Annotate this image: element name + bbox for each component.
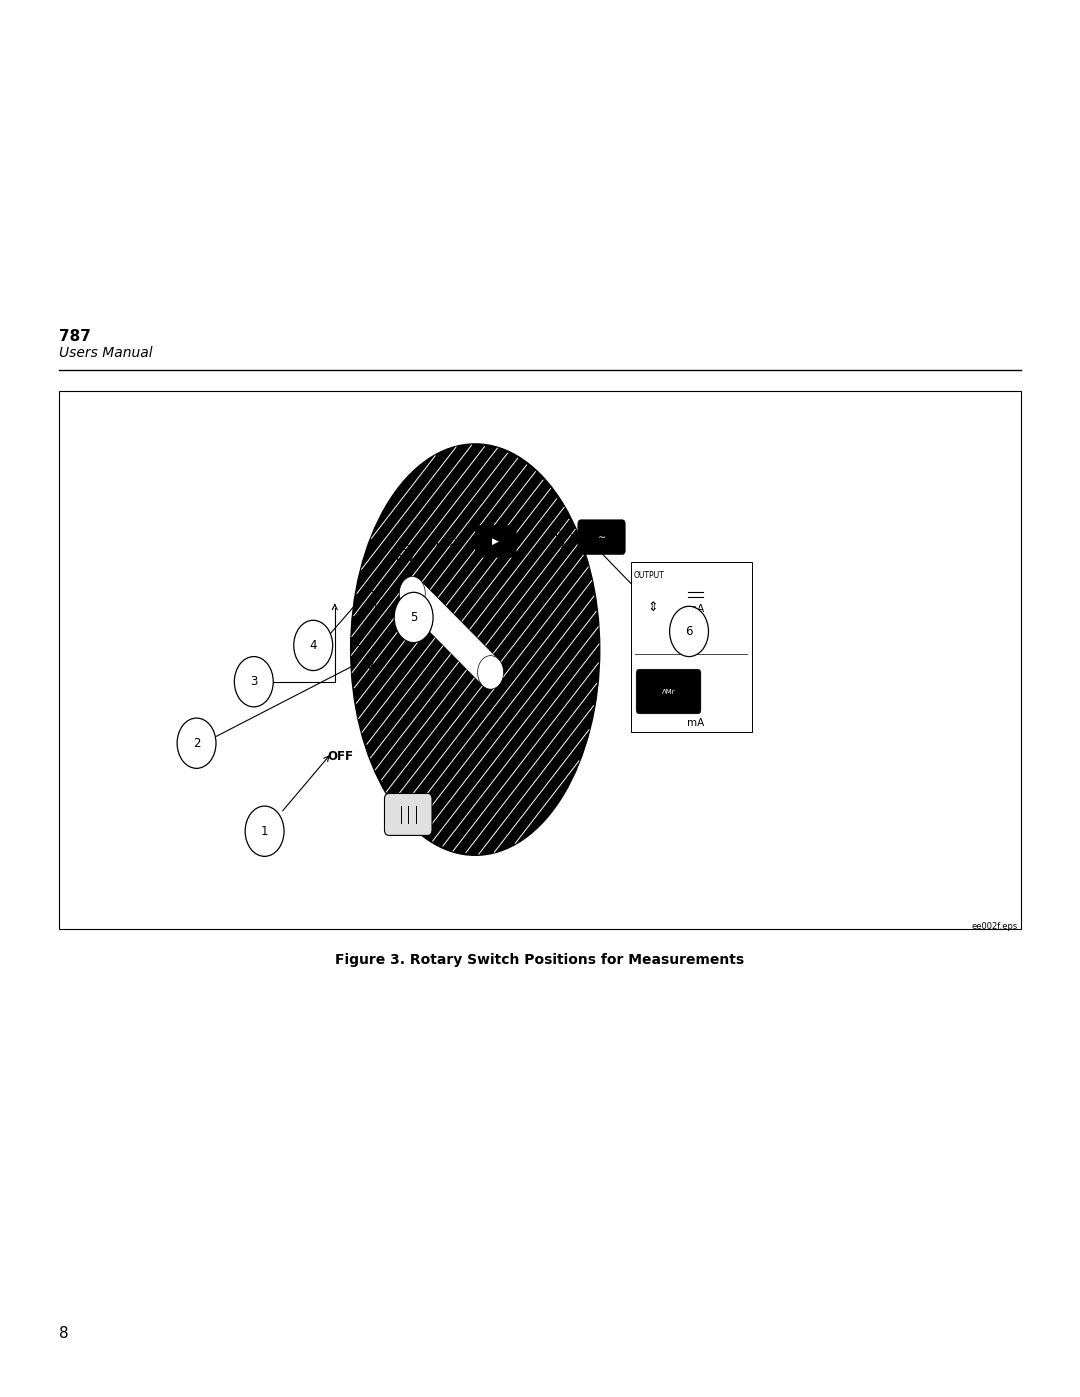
Text: ∼: ∼	[597, 532, 606, 542]
Text: ~: ~	[354, 640, 365, 652]
Text: 8: 8	[59, 1326, 69, 1341]
Ellipse shape	[477, 655, 503, 689]
Text: mV: mV	[395, 553, 415, 563]
Circle shape	[294, 620, 333, 671]
Text: 787: 787	[59, 328, 92, 344]
Text: ee002f.eps: ee002f.eps	[971, 922, 1017, 930]
Polygon shape	[404, 580, 499, 686]
Text: OFF: OFF	[327, 750, 353, 763]
Text: Users Manual: Users Manual	[59, 346, 153, 360]
Text: 2: 2	[193, 736, 200, 750]
FancyBboxPatch shape	[631, 562, 752, 732]
Circle shape	[245, 806, 284, 856]
Circle shape	[234, 657, 273, 707]
FancyBboxPatch shape	[59, 391, 1021, 929]
Text: 1: 1	[261, 824, 268, 838]
Circle shape	[670, 606, 708, 657]
Text: 5: 5	[410, 610, 417, 624]
Ellipse shape	[400, 577, 426, 610]
Text: Figure 3. Rotary Switch Positions for Measurements: Figure 3. Rotary Switch Positions for Me…	[336, 953, 744, 967]
Text: A: A	[561, 543, 567, 553]
Text: 6: 6	[686, 624, 692, 638]
Text: mA: mA	[555, 528, 572, 538]
FancyBboxPatch shape	[636, 669, 701, 714]
Circle shape	[394, 592, 433, 643]
Text: V: V	[366, 659, 375, 672]
Text: 3: 3	[251, 675, 257, 689]
Circle shape	[177, 718, 216, 768]
FancyBboxPatch shape	[475, 525, 516, 557]
Ellipse shape	[351, 444, 599, 855]
Text: )’))Ω: )’))Ω	[434, 536, 458, 548]
FancyBboxPatch shape	[384, 793, 432, 835]
Text: 4: 4	[310, 638, 316, 652]
Text: V: V	[373, 599, 381, 612]
Text: ΛMr: ΛMr	[662, 689, 675, 694]
Text: mA: mA	[687, 718, 704, 728]
Text: mA: mA	[687, 604, 704, 613]
Text: ▶: ▶	[492, 536, 499, 546]
Text: OUTPUT: OUTPUT	[634, 571, 664, 580]
Text: ⇕: ⇕	[647, 601, 658, 613]
FancyBboxPatch shape	[578, 520, 625, 555]
